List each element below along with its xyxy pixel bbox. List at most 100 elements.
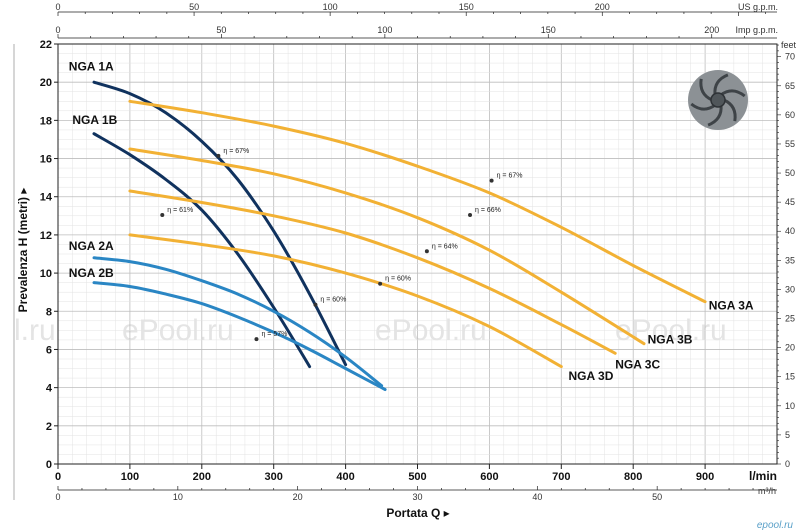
efficiency-marker	[468, 213, 473, 217]
y-feet-tick-label: 45	[785, 197, 795, 207]
x-m3h-tick-label: 30	[412, 492, 422, 502]
efficiency-marker	[254, 337, 259, 342]
y-feet-tick-label: 15	[785, 372, 795, 382]
y-feet-tick-label: 60	[785, 110, 795, 120]
x-m3h-tick-label: 20	[293, 492, 303, 502]
x-usgpm-tick-label: 100	[323, 2, 338, 12]
y-feet-tick-label: 25	[785, 314, 795, 324]
x-usgpm-tick-label: 150	[459, 2, 474, 12]
impeller-vane	[723, 98, 737, 122]
series-line-nga-3d	[128, 233, 563, 369]
x-m3h-tick-label: 0	[55, 492, 60, 502]
y-feet-tick-label: 70	[785, 52, 795, 62]
y-tick-label: 6	[46, 344, 52, 356]
impeller-vane	[707, 105, 723, 127]
series-line-nga-2a	[92, 256, 384, 388]
x-impgpm-tick-label: 0	[55, 25, 60, 35]
y-feet-tick-label: 30	[785, 284, 795, 294]
y-axis-title: Prevalenza H (metri) ▸	[16, 188, 30, 313]
efficiency-marker	[160, 213, 165, 217]
watermark-text: l.ru	[14, 314, 56, 347]
y-feet-tick-label: 55	[785, 139, 795, 149]
y-tick-label: 2	[46, 421, 52, 433]
impeller-image	[688, 70, 748, 130]
footer-mark: epool.ru	[757, 520, 794, 531]
y-tick-label: 8	[46, 306, 52, 318]
series-line-nga-2b	[92, 281, 387, 391]
x-impgpm-tick-label: 50	[216, 25, 226, 35]
efficiency-label: η = 67%	[223, 148, 249, 155]
curve-label-nga-3c: NGA 3C	[615, 358, 660, 372]
efficiency-label: η = 60%	[320, 297, 346, 304]
x-usgpm-tick-label: 0	[55, 2, 60, 12]
x-unit-impgpm: Imp g.p.m.	[735, 25, 778, 35]
impeller-hub	[710, 92, 726, 108]
y-feet-tick-label: 35	[785, 255, 795, 265]
efficiency-label: η = 64%	[432, 243, 458, 250]
efficiency-label: η = 67%	[497, 173, 523, 180]
impeller-vane	[690, 102, 716, 111]
x-tick-label: 900	[696, 471, 714, 483]
x-axis-lmin: 0 100 200 300 400 500 600 700 800 900	[55, 464, 714, 483]
x-axis-impgpm: 0 50 100 150 200	[55, 25, 745, 38]
efficiency-marker	[216, 153, 221, 158]
x-m3h-tick-label: 10	[173, 492, 183, 502]
efficiency-label: η = 57%	[261, 331, 287, 338]
curves	[92, 80, 707, 391]
x-tick-label: 700	[552, 471, 570, 483]
x-usgpm-tick-label: 50	[189, 2, 199, 12]
x-impgpm-tick-label: 100	[377, 25, 392, 35]
x-axis-m3h: 0 10 20 30 40 50	[55, 486, 754, 502]
curve-label-nga-2a: NGA 2A	[69, 239, 114, 253]
y-feet-tick-label: 5	[785, 430, 790, 440]
y-unit-feet: feet	[781, 40, 797, 50]
x-unit-m3h: m³/h	[758, 486, 776, 496]
y-tick-label: 20	[40, 77, 52, 89]
y-feet-tick-label: 10	[785, 401, 795, 411]
x-tick-label: 0	[55, 471, 61, 483]
efficiency-marker	[424, 249, 429, 254]
curve-label-nga-3d: NGA 3D	[568, 369, 613, 383]
x-impgpm-tick-label: 200	[704, 25, 719, 35]
curve-label-nga-2b: NGA 2B	[69, 266, 114, 280]
curve-label-nga-1a: NGA 1A	[69, 60, 114, 74]
curve-label-nga-1b: NGA 1B	[72, 113, 117, 127]
x-tick-label: 100	[121, 471, 139, 483]
y-axis-feet: 0 5 10 15 20 25 30 35 40 45 50 55 60 65 70	[777, 44, 795, 469]
series-line-nga-3b	[128, 147, 646, 346]
efficiency-marker	[313, 302, 318, 307]
efficiency-marker	[489, 178, 494, 183]
x-unit-usgpm: US g.p.m.	[738, 2, 778, 12]
efficiency-marker	[378, 281, 383, 286]
efficiency-label: η = 60%	[385, 276, 411, 283]
x-axis-title: Portata Q ▸	[386, 506, 449, 520]
series-line-nga-1b	[92, 132, 312, 369]
curve-label-nga-3a: NGA 3A	[709, 298, 754, 312]
series-line-nga-3c	[128, 189, 617, 355]
y-feet-tick-label: 50	[785, 168, 795, 178]
x-m3h-tick-label: 50	[652, 492, 662, 502]
x-m3h-tick-label: 40	[532, 492, 542, 502]
y-feet-tick-label: 40	[785, 226, 795, 236]
impeller-vane	[720, 89, 746, 98]
y-tick-label: 16	[40, 154, 52, 166]
y-feet-tick-label: 0	[785, 459, 790, 469]
impeller-vane	[713, 73, 729, 95]
y-tick-label: 12	[40, 230, 52, 242]
x-tick-label: 200	[193, 471, 211, 483]
y-tick-label: 14	[40, 192, 53, 204]
y-tick-label: 18	[40, 115, 52, 127]
y-tick-label: 22	[40, 39, 52, 51]
x-axis-usgpm: 0 50 100 150 200	[55, 2, 766, 16]
x-tick-label: 400	[336, 471, 354, 483]
x-tick-label: 600	[480, 471, 498, 483]
y-tick-label: 10	[40, 268, 52, 280]
curve-label-nga-3b: NGA 3B	[648, 333, 693, 347]
x-impgpm-tick-label: 150	[541, 25, 556, 35]
impeller-vane	[699, 78, 713, 102]
x-tick-label: 800	[624, 471, 642, 483]
x-tick-label: 500	[408, 471, 426, 483]
x-unit-lmin: l/min	[749, 469, 777, 483]
x-tick-label: 300	[265, 471, 283, 483]
